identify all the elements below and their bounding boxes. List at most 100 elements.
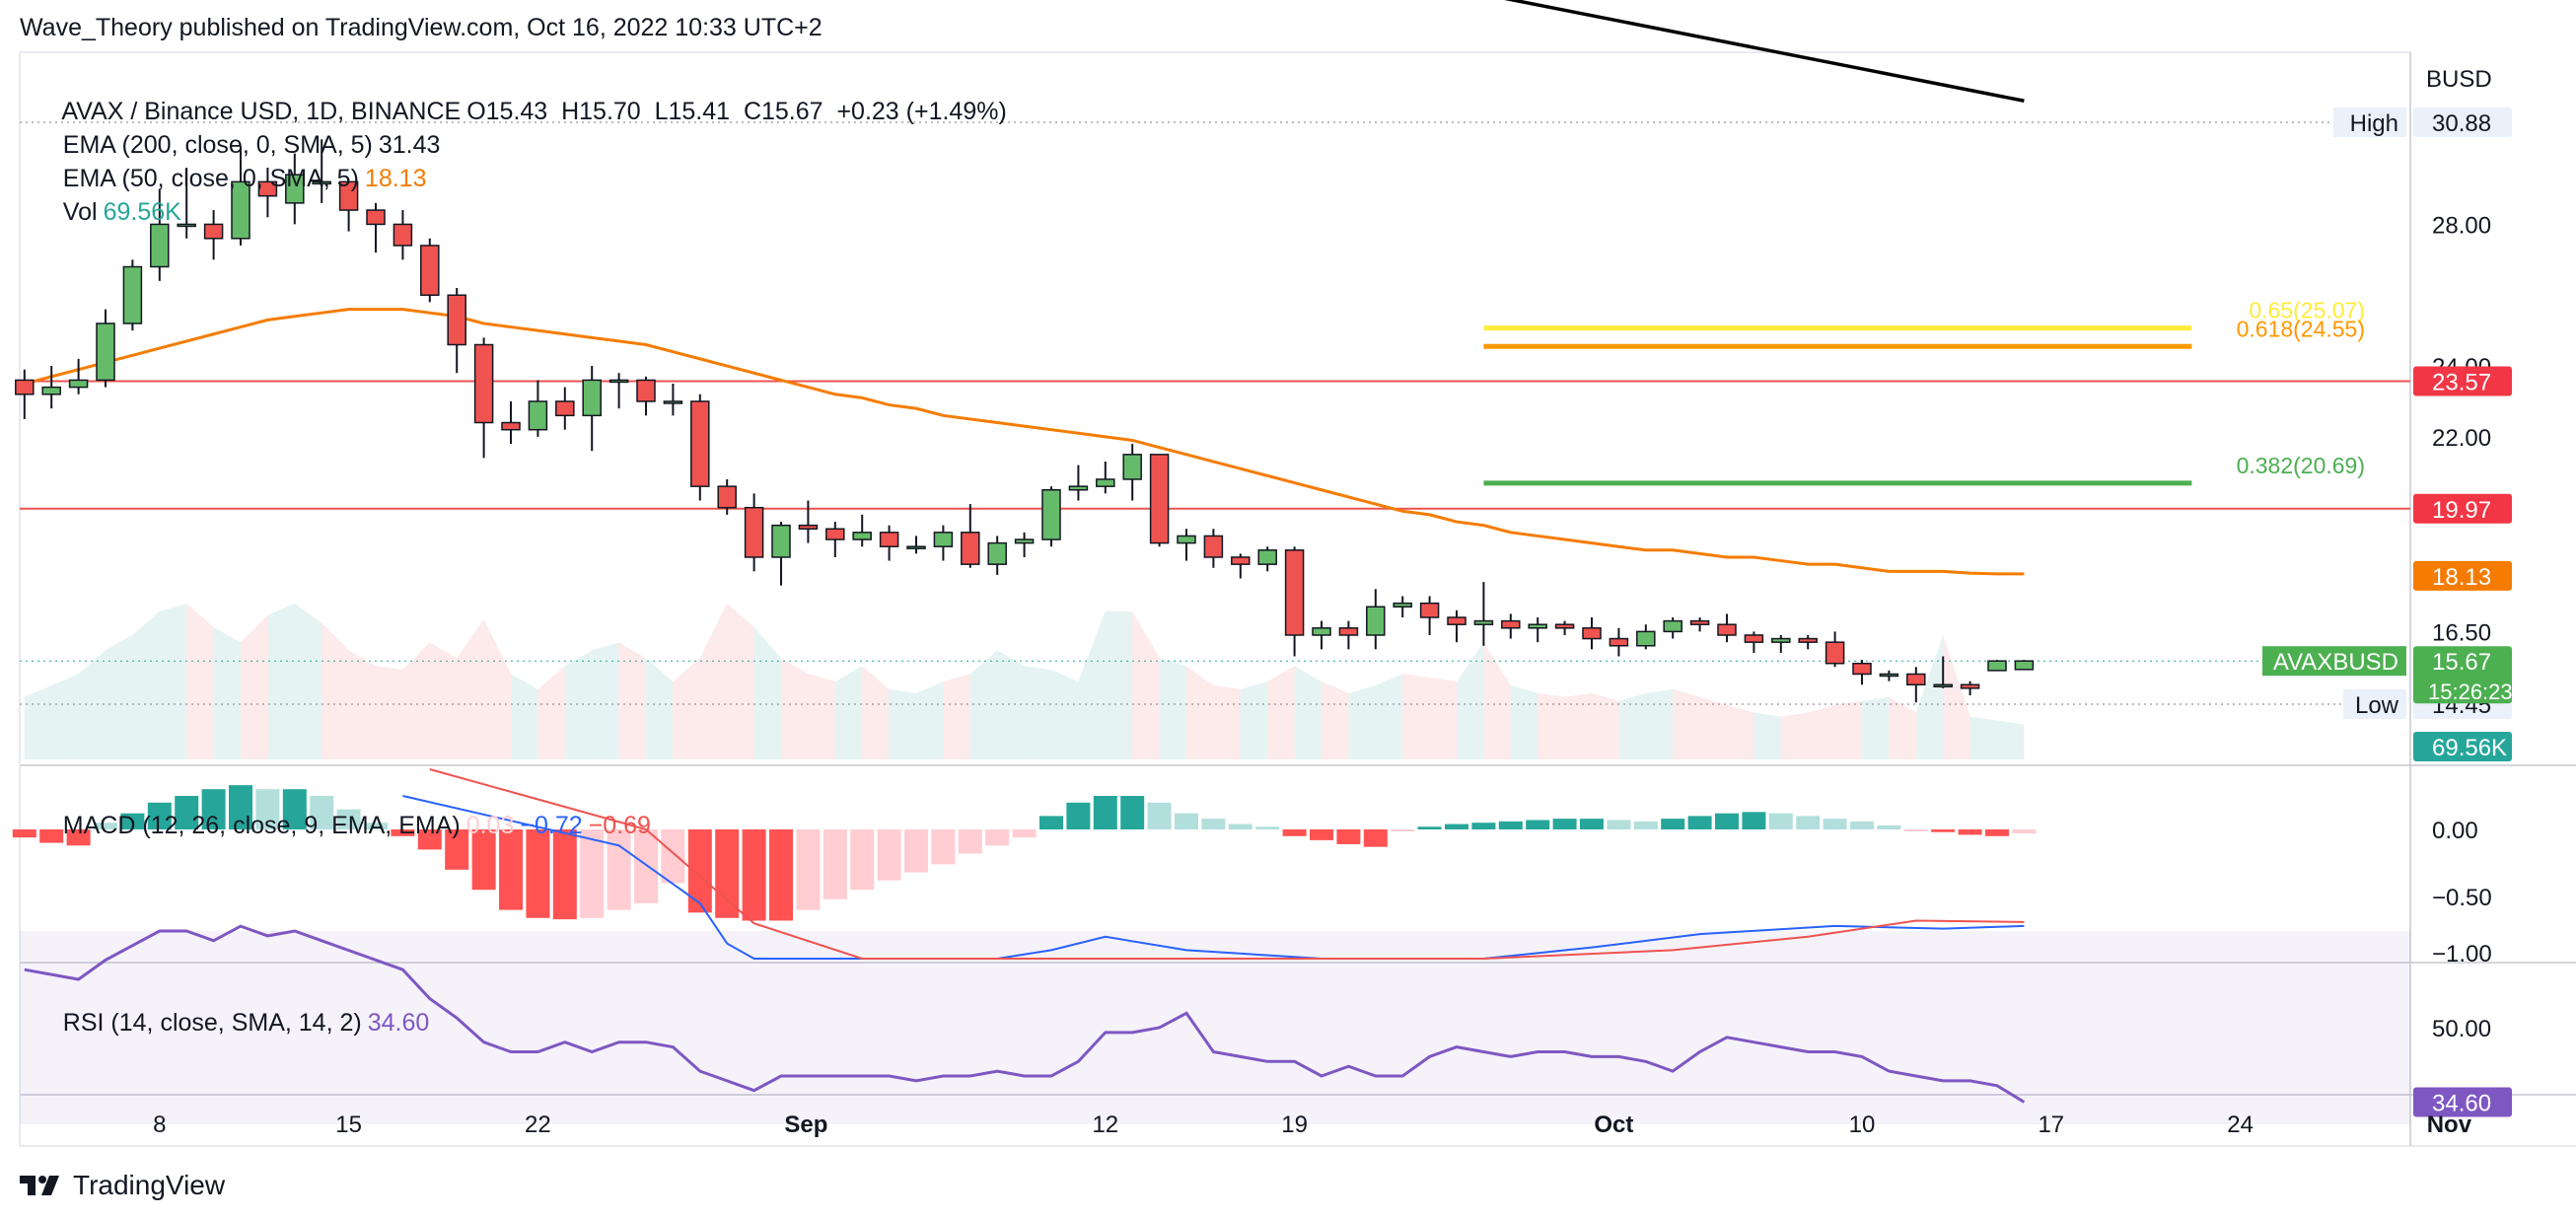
candle	[663, 384, 683, 416]
candle	[1744, 631, 1764, 653]
volume-segment	[781, 658, 809, 759]
rsi-legend[interactable]: RSI (14, close, SMA, 14, 2) 34.60	[36, 980, 435, 1066]
macd-bar	[850, 829, 875, 891]
candle	[582, 366, 602, 452]
macd-bar	[175, 796, 199, 829]
volume-segment	[1915, 634, 1944, 759]
candle-body	[582, 379, 602, 417]
candle	[690, 394, 710, 501]
macd-bar	[1201, 819, 1226, 829]
rsi-line	[24, 924, 2026, 1104]
publisher-header: Wave_Theory published on TradingView.com…	[20, 14, 823, 41]
volume-segment	[213, 626, 241, 759]
tradingview-brand[interactable]: TradingView	[20, 1170, 225, 1201]
macd-bar	[1552, 819, 1577, 829]
macd-bar	[1175, 813, 1198, 829]
macd-bar	[336, 809, 361, 829]
candle	[636, 376, 656, 416]
volume-segment	[1564, 692, 1592, 759]
candle	[1366, 589, 1386, 650]
volume-segment	[159, 604, 187, 759]
volume-segment	[483, 618, 511, 759]
candle	[1122, 444, 1142, 501]
candle	[285, 153, 305, 225]
macd-bar	[526, 829, 550, 918]
macd-bar	[1877, 825, 1901, 829]
signal-line	[429, 768, 2025, 960]
candle-body	[420, 245, 440, 296]
macd-bar	[310, 796, 334, 829]
macd-bar	[1498, 821, 1523, 829]
candle-body	[879, 532, 899, 547]
macd-bar	[715, 829, 740, 918]
candle	[96, 309, 115, 388]
candle-body	[906, 545, 926, 549]
volume-segment	[727, 604, 754, 759]
volume-segment	[1186, 666, 1214, 759]
candle	[257, 167, 278, 218]
ema200-legend[interactable]: EMA (200, close, 0, SMA, 5) 31.43	[36, 103, 446, 188]
volume-segment	[673, 658, 700, 759]
volume-legend[interactable]: Vol 69.56K	[36, 170, 187, 255]
candle	[1312, 620, 1331, 650]
volume-segment	[348, 650, 376, 759]
volume-segment	[132, 610, 160, 759]
candle-body	[393, 223, 413, 247]
candle	[1960, 681, 1980, 696]
candle-body	[1771, 637, 1791, 643]
volume-badge-bg	[2413, 732, 2512, 761]
volume-segment	[1997, 720, 2025, 759]
level-lower-badge-bg	[2413, 493, 2512, 524]
volume-segment	[106, 634, 133, 759]
candle	[366, 202, 386, 253]
candle-body	[798, 524, 819, 530]
candle	[1447, 610, 1467, 643]
macd-legend[interactable]: MACD (12, 26, close, 9, EMA, EMA) 0.03 −0.…	[36, 783, 657, 869]
candle-body	[1473, 619, 1494, 625]
time-tick-label: 19	[1281, 1111, 1308, 1138]
candle-body	[312, 180, 331, 185]
rsi-value: 34.60	[367, 1009, 430, 1037]
volume-segment	[699, 604, 728, 759]
candle-body	[1933, 683, 1953, 687]
ema50-value: 18.13	[364, 165, 427, 192]
candle-body	[1798, 637, 1818, 643]
macd-bar	[1147, 802, 1172, 829]
macd-bar	[1687, 816, 1712, 829]
candle	[771, 522, 791, 586]
volume-segment	[1780, 712, 1809, 759]
last-price-badge-bg	[2413, 646, 2512, 704]
candle-body	[1419, 602, 1440, 618]
candle-body	[1879, 673, 1899, 678]
volume-segment	[753, 626, 781, 759]
symbol-title[interactable]: AVAX / Binance USD, 1D, BINANCE	[61, 98, 462, 125]
candle-body	[15, 379, 35, 395]
candle	[1284, 546, 1305, 657]
volume-segment	[1375, 674, 1403, 759]
candle	[1041, 486, 1061, 547]
candle	[1501, 613, 1521, 639]
macd-bar	[445, 829, 469, 870]
macd-bar	[552, 829, 577, 920]
rsi-tick-label: 50.00	[2432, 1016, 2491, 1042]
macd-bar	[1120, 796, 1145, 829]
macd-bar	[1903, 829, 1928, 831]
candle-body	[41, 386, 61, 395]
volume-segment	[1105, 610, 1133, 759]
ema50-badge: 18.13	[2413, 560, 2512, 591]
volume-area	[24, 604, 2025, 759]
candle	[1663, 617, 1682, 639]
last-price-badge-text: 15.67	[2432, 649, 2491, 676]
rsi-pane	[24, 924, 2026, 1104]
candle-body	[96, 323, 115, 382]
volume-segment	[1618, 692, 1646, 759]
fib-level-label: 0.65(25.07)	[2249, 298, 2365, 323]
macd-bar	[1931, 829, 1956, 832]
macd-bar	[1445, 824, 1468, 829]
volume-segment	[1673, 688, 1700, 759]
ema50-legend[interactable]: EMA (50, close, 0, SMA, 5) 18.13	[36, 136, 432, 222]
candle-body	[987, 541, 1007, 565]
macd-bar	[12, 829, 36, 838]
candle	[1257, 546, 1277, 572]
